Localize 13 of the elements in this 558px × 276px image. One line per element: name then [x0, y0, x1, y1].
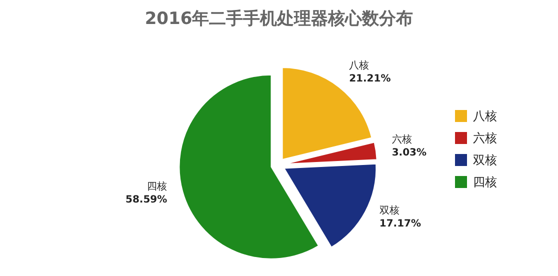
- legend-label: 八核: [473, 109, 497, 123]
- slice-label: 四核: [147, 180, 168, 193]
- slice-label: 六核: [392, 134, 412, 146]
- data-label: 58.59%: [126, 194, 168, 206]
- legend-label: 双核: [473, 153, 497, 167]
- legend-label: 六核: [473, 131, 497, 145]
- data-label: 17.17%: [379, 218, 422, 230]
- chart-title: 2016年二手手机处理器核心数分布: [144, 9, 414, 29]
- slice-label: 八核: [349, 60, 370, 72]
- data-label: 3.03%: [392, 148, 427, 159]
- slice-label: 双核: [379, 204, 400, 216]
- legend-label: 四核: [473, 175, 497, 189]
- data-label: 21.21%: [349, 74, 391, 85]
